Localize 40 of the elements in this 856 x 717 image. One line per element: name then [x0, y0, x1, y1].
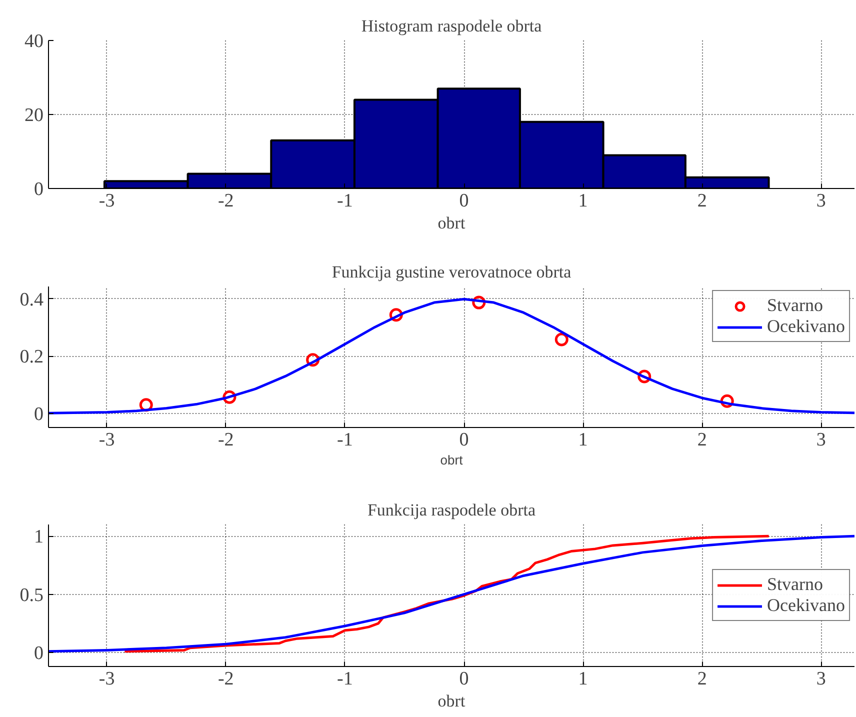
y-tick-label: 0.4	[20, 289, 44, 310]
x-tick-label: -3	[98, 668, 115, 690]
y-tick-label: 0	[34, 643, 44, 664]
x-tick-label: 0	[459, 430, 469, 450]
x-tick-label: 3	[816, 430, 826, 450]
chart-title: Funkcija raspodele obrta	[367, 500, 536, 520]
x-tick-label: -1	[337, 190, 353, 212]
legend-label: Ocekivano	[767, 595, 845, 616]
x-axis-title: obrt	[438, 214, 466, 232]
legend-label: Stvarno	[767, 574, 824, 595]
x-tick-label: 0	[459, 190, 469, 212]
x-tick-label: 2	[697, 430, 707, 450]
legend-label: Stvarno	[767, 295, 824, 316]
x-tick-label: 3	[816, 190, 826, 212]
y-tick-label: 0	[34, 404, 44, 425]
x-axis-title: obrt	[440, 452, 464, 468]
x-tick-label: 2	[697, 668, 707, 690]
x-tick-label: -2	[218, 190, 234, 212]
y-tick-label: 20	[24, 105, 44, 126]
x-tick-label: -2	[218, 668, 234, 690]
y-tick-label: 0.2	[20, 346, 44, 368]
x-tick-label: 3	[816, 668, 826, 690]
x-tick-label: -1	[337, 668, 353, 690]
y-tick-label: 40	[24, 31, 44, 52]
x-tick-label: -2	[218, 430, 234, 450]
x-tick-label: -3	[98, 190, 115, 212]
x-tick-label: -1	[337, 430, 353, 450]
point	[554, 332, 568, 346]
x-tick-label: 1	[578, 430, 588, 450]
x-tick-label: -3	[98, 430, 115, 450]
x-tick-label: 2	[697, 190, 707, 212]
legend-label: Ocekivano	[767, 316, 845, 337]
x-axis-title: obrt	[438, 692, 466, 710]
x-tick-label: 0	[459, 668, 469, 690]
y-tick-label: 0.5	[20, 584, 44, 606]
chart-title: Funkcija gustine verovatnoce obrta	[332, 262, 572, 282]
x-tick-label: 1	[578, 190, 588, 212]
x-tick-label: 1	[578, 668, 588, 690]
chart-title: Histogram raspodele obrta	[361, 16, 542, 36]
y-tick-label: 1	[34, 526, 44, 548]
